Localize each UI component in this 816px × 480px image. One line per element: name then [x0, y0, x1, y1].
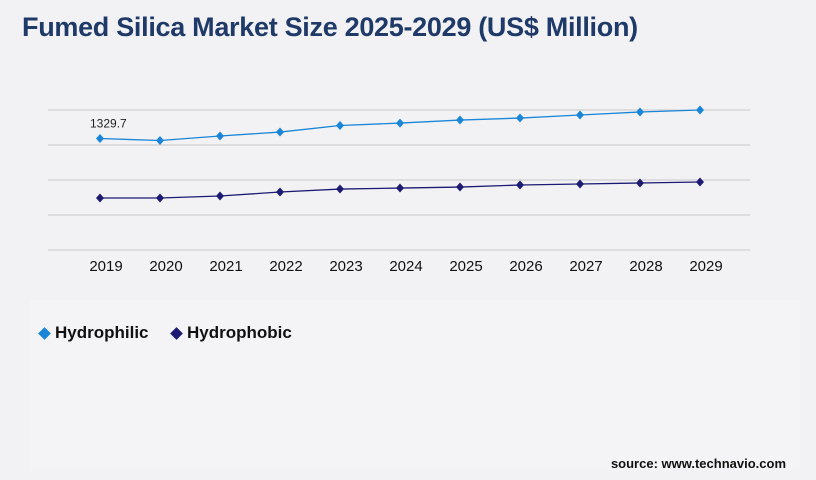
- data-point: [636, 178, 644, 188]
- data-point: [216, 131, 224, 141]
- x-tick-label: 2028: [629, 258, 662, 275]
- data-label: 1329.7: [90, 117, 127, 131]
- chart-title: Fumed Silica Market Size 2025-2029 (US$ …: [22, 12, 638, 42]
- background-panel: [30, 300, 800, 470]
- legend-label: Hydrophobic: [187, 323, 292, 342]
- x-tick-label: 2021: [209, 258, 242, 275]
- data-point: [396, 183, 404, 193]
- data-point: [336, 184, 344, 194]
- x-tick-label: 2024: [389, 258, 422, 275]
- x-tick-label: 2027: [569, 258, 602, 275]
- x-tick-label: 2022: [269, 258, 302, 275]
- data-point: [276, 187, 284, 197]
- x-tick-label: 2019: [89, 258, 122, 275]
- data-point: [396, 118, 404, 128]
- data-point: [696, 177, 704, 187]
- data-point: [456, 182, 464, 192]
- data-point: [156, 136, 164, 146]
- x-tick-label: 2023: [329, 258, 362, 275]
- x-tick-label: 2029: [689, 258, 722, 275]
- data-point: [636, 107, 644, 117]
- legend-item-hydrophobic[interactable]: Hydrophobic: [170, 323, 292, 343]
- data-point: [96, 193, 104, 203]
- data-point: [696, 105, 704, 115]
- data-point: [336, 121, 344, 131]
- source-text: source: www.technavio.com: [610, 456, 786, 471]
- diamond-icon: [170, 326, 183, 340]
- line-chart: 2019 2020 2021 2022 2023 2024 2025 2026 2027 2028…: [48, 105, 750, 275]
- x-tick-label: 2025: [449, 258, 482, 275]
- data-point: [516, 113, 524, 123]
- x-tick-label: 2026: [509, 258, 542, 275]
- data-point: [576, 110, 584, 120]
- diamond-icon: [38, 326, 51, 340]
- data-point: [456, 115, 464, 125]
- legend-item-hydrophilic[interactable]: Hydrophilic: [38, 323, 149, 343]
- data-point: [276, 127, 284, 137]
- data-point: [576, 179, 584, 189]
- x-tick-label: 2020: [149, 258, 182, 275]
- data-point: [216, 191, 224, 201]
- legend-label: Hydrophilic: [55, 323, 149, 342]
- data-point: [516, 180, 524, 190]
- data-point: [96, 134, 104, 144]
- data-point: [156, 193, 164, 203]
